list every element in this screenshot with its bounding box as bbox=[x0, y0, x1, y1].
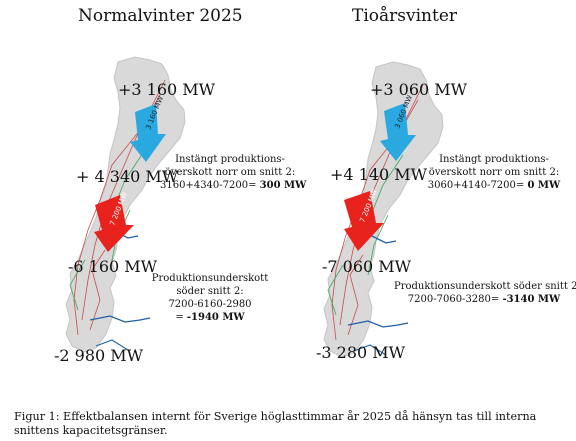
map-title-left: Normalvinter 2025 bbox=[78, 6, 243, 26]
south-note-result-row: = -1940 MW bbox=[150, 311, 270, 324]
south-note-left: Produktionsunderskott söder snitt 2: 720… bbox=[150, 272, 270, 324]
south-note-line1: Produktionsunderskott bbox=[151, 273, 269, 284]
south-note-line1: Produktionsunderskott söder snitt 2: bbox=[394, 281, 576, 292]
north-note-line1: Instängt produktions- bbox=[439, 154, 549, 165]
mid-balance-left: + 4 340 MW bbox=[76, 167, 179, 186]
map-title-right: Tioårsvinter bbox=[352, 6, 458, 26]
red-arrow-right bbox=[344, 191, 384, 251]
north-note-result: 300 MW bbox=[259, 180, 307, 191]
south-note-right: Produktionsunderskott söder snitt 2: 720… bbox=[394, 280, 576, 306]
north-note-left: Instängt produktions- överskott norr om … bbox=[160, 153, 306, 192]
north-note-line2: överskott norr om snitt 2: bbox=[428, 167, 560, 178]
far-south-balance-right: -3 280 MW bbox=[316, 343, 406, 362]
north-note-formula: 3060+4140-7200= bbox=[427, 180, 528, 191]
south-note-formula: 7200-7060-3280= bbox=[407, 294, 503, 305]
north-note-formula-row: 3160+4340-7200= 300 MW bbox=[160, 179, 306, 192]
north-note-line1: Instängt produktions- bbox=[175, 154, 285, 165]
south-note-result: -3140 MW bbox=[502, 294, 561, 305]
south-note-line2: söder snitt 2: bbox=[176, 286, 244, 297]
north-balance-right: +3 060 MW bbox=[370, 80, 468, 99]
south-note-result-prefix: = bbox=[175, 312, 187, 323]
south-balance-left: -6 160 MW bbox=[68, 257, 158, 276]
sweden-map-left: 3 160 MW 7 200 MW bbox=[65, 56, 186, 353]
south-note-result: -1940 MW bbox=[186, 312, 245, 323]
sweden-map-right: 3 060 MW 7 200 MW bbox=[323, 61, 444, 358]
mid-balance-right: +4 140 MW bbox=[330, 165, 428, 184]
north-note-result: 0 MW bbox=[527, 180, 561, 191]
north-note-line2: överskott norr om snitt 2: bbox=[164, 167, 296, 178]
north-note-formula-row: 3060+4140-7200= 0 MW bbox=[424, 179, 564, 192]
blue-arrow-left bbox=[130, 104, 166, 162]
blue-arrow-right bbox=[380, 103, 416, 161]
figure-caption: Figur 1: Effektbalansen internt för Sver… bbox=[14, 410, 537, 437]
south-balance-right: -7 060 MW bbox=[322, 257, 412, 276]
north-balance-left: +3 160 MW bbox=[118, 80, 216, 99]
north-note-formula: 3160+4340-7200= bbox=[160, 180, 260, 191]
south-note-formula-row: 7200-7060-3280= -3140 MW bbox=[394, 293, 574, 306]
south-note-formula: 7200-6160-2980 bbox=[168, 299, 252, 310]
north-note-right: Instängt produktions- överskott norr om … bbox=[424, 153, 564, 192]
far-south-balance-left: -2 980 MW bbox=[54, 346, 144, 365]
red-arrow-left bbox=[94, 195, 134, 252]
